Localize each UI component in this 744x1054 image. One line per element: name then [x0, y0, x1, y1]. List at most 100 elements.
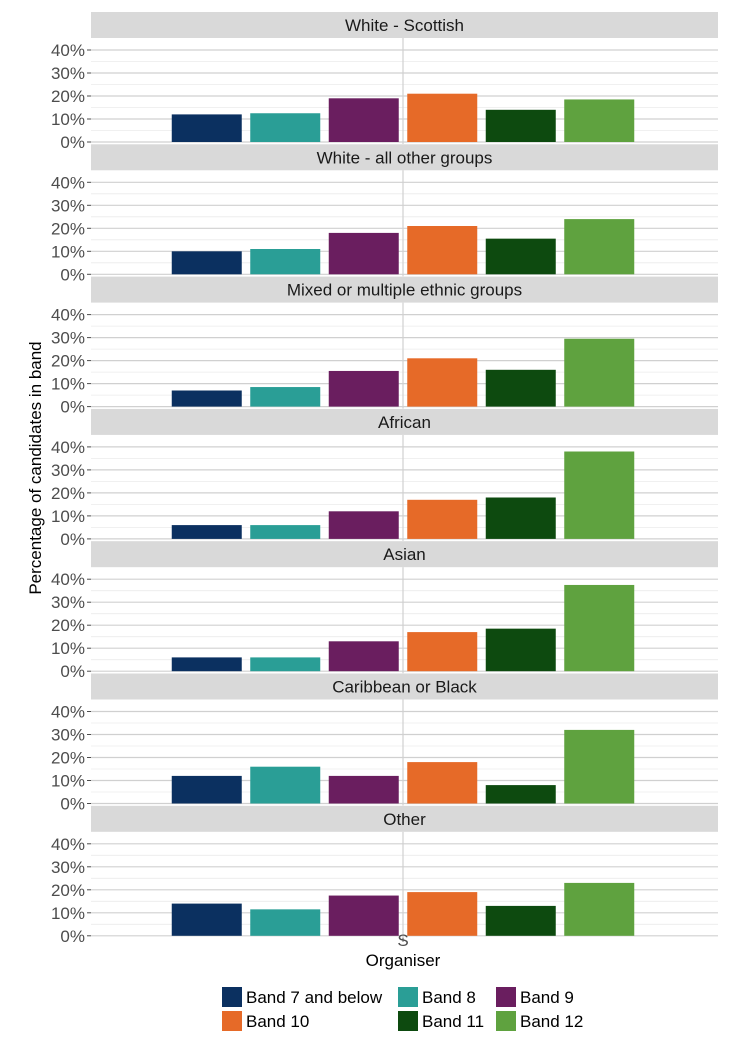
y-tick-label: 0% — [60, 265, 85, 284]
legend-item: Band 7 and below — [222, 987, 383, 1007]
bar — [485, 238, 556, 275]
bar — [407, 892, 478, 936]
facet-panel: Caribbean or Black 0% 10% 20% 30% 40% — [51, 673, 718, 814]
y-tick-label: 30% — [51, 64, 85, 83]
bar — [564, 729, 635, 804]
bar — [250, 657, 321, 672]
y-tick-label: 20% — [51, 219, 85, 238]
facet-title: African — [378, 413, 431, 432]
legend-swatch — [398, 1011, 418, 1031]
facet-strip — [91, 276, 718, 303]
legend-item: Band 9 — [496, 987, 574, 1007]
bar — [328, 641, 399, 672]
facet-panel: White - all other groups 0% 10% 20% 30% 40% — [51, 144, 718, 284]
legend-item: Band 11 — [398, 1011, 484, 1031]
y-tick-label: 10% — [51, 507, 85, 526]
bar — [407, 499, 478, 539]
legend-label: Band 12 — [520, 1012, 583, 1031]
facet-title: Caribbean or Black — [332, 678, 477, 697]
y-tick-label: 30% — [51, 461, 85, 480]
bar — [171, 390, 242, 407]
bar — [171, 657, 242, 672]
facet-strip — [91, 408, 718, 435]
y-tick-label: 20% — [51, 87, 85, 106]
facet-strip — [91, 541, 718, 568]
facet-title: White - all other groups — [317, 148, 493, 167]
y-tick-label: 40% — [51, 41, 85, 60]
bar — [564, 338, 635, 407]
bar — [485, 369, 556, 407]
bar — [171, 903, 242, 936]
bar — [564, 882, 635, 936]
bar — [564, 99, 635, 142]
y-tick-label: 20% — [51, 749, 85, 768]
facet-strip — [91, 805, 718, 832]
y-tick-label: 30% — [51, 593, 85, 612]
x-axis-title: Organiser — [366, 951, 441, 970]
facet-panel: Other 0% 10% 20% 30% 40% — [51, 805, 718, 946]
bar — [328, 232, 399, 275]
legend: Band 7 and below Band 8 Band 9 Band 10 Band … — [222, 987, 583, 1031]
bar — [328, 511, 399, 539]
y-tick-label: 0% — [60, 795, 85, 814]
bar — [250, 387, 321, 407]
bar — [328, 895, 399, 936]
y-tick-label: 0% — [60, 927, 85, 946]
bar — [250, 909, 321, 936]
bar — [250, 766, 321, 804]
bar — [485, 905, 556, 936]
y-tick-label: 40% — [51, 306, 85, 325]
bar — [171, 251, 242, 275]
x-tick-label: S — [397, 931, 408, 950]
y-tick-label: 40% — [51, 173, 85, 192]
bar — [250, 249, 321, 275]
y-tick-label: 10% — [51, 772, 85, 791]
legend-swatch — [222, 1011, 242, 1031]
legend-label: Band 10 — [246, 1012, 309, 1031]
bar — [485, 109, 556, 142]
bar — [250, 525, 321, 539]
facet-panel: Asian 0% 10% 20% 30% 40% — [51, 541, 718, 681]
bar — [328, 98, 399, 142]
facet-title: Mixed or multiple ethnic groups — [287, 281, 522, 300]
legend-swatch — [496, 1011, 516, 1031]
facet-panel: White - Scottish 0% 10% 20% 30% 40% — [51, 12, 718, 152]
bar — [564, 584, 635, 672]
bar — [328, 370, 399, 407]
bar — [407, 226, 478, 275]
y-tick-label: 10% — [51, 242, 85, 261]
legend-label: Band 9 — [520, 988, 574, 1007]
bar — [328, 775, 399, 804]
y-tick-label: 40% — [51, 835, 85, 854]
y-tick-label: 10% — [51, 375, 85, 394]
bar — [407, 762, 478, 804]
y-tick-label: 40% — [51, 570, 85, 589]
legend-swatch — [222, 987, 242, 1007]
facet-strip — [91, 673, 718, 700]
legend-swatch — [398, 987, 418, 1007]
y-tick-label: 20% — [51, 352, 85, 371]
y-tick-label: 30% — [51, 858, 85, 877]
y-tick-label: 20% — [51, 881, 85, 900]
y-tick-label: 0% — [60, 530, 85, 549]
y-tick-label: 10% — [51, 904, 85, 923]
bar — [171, 114, 242, 142]
facet-strip — [91, 12, 718, 38]
y-tick-label: 40% — [51, 703, 85, 722]
legend-swatch — [496, 987, 516, 1007]
facet-strip — [91, 144, 718, 171]
y-tick-label: 30% — [51, 726, 85, 745]
y-tick-label: 20% — [51, 484, 85, 503]
bar — [485, 497, 556, 539]
y-tick-label: 40% — [51, 438, 85, 457]
y-tick-label: 0% — [60, 398, 85, 417]
legend-item: Band 10 — [222, 1011, 309, 1031]
facet-title: White - Scottish — [345, 16, 464, 35]
bar — [407, 93, 478, 142]
bar — [564, 451, 635, 539]
y-tick-label: 30% — [51, 196, 85, 215]
y-tick-label: 10% — [51, 110, 85, 129]
legend-label: Band 8 — [422, 988, 476, 1007]
legend-label: Band 11 — [422, 1012, 484, 1031]
